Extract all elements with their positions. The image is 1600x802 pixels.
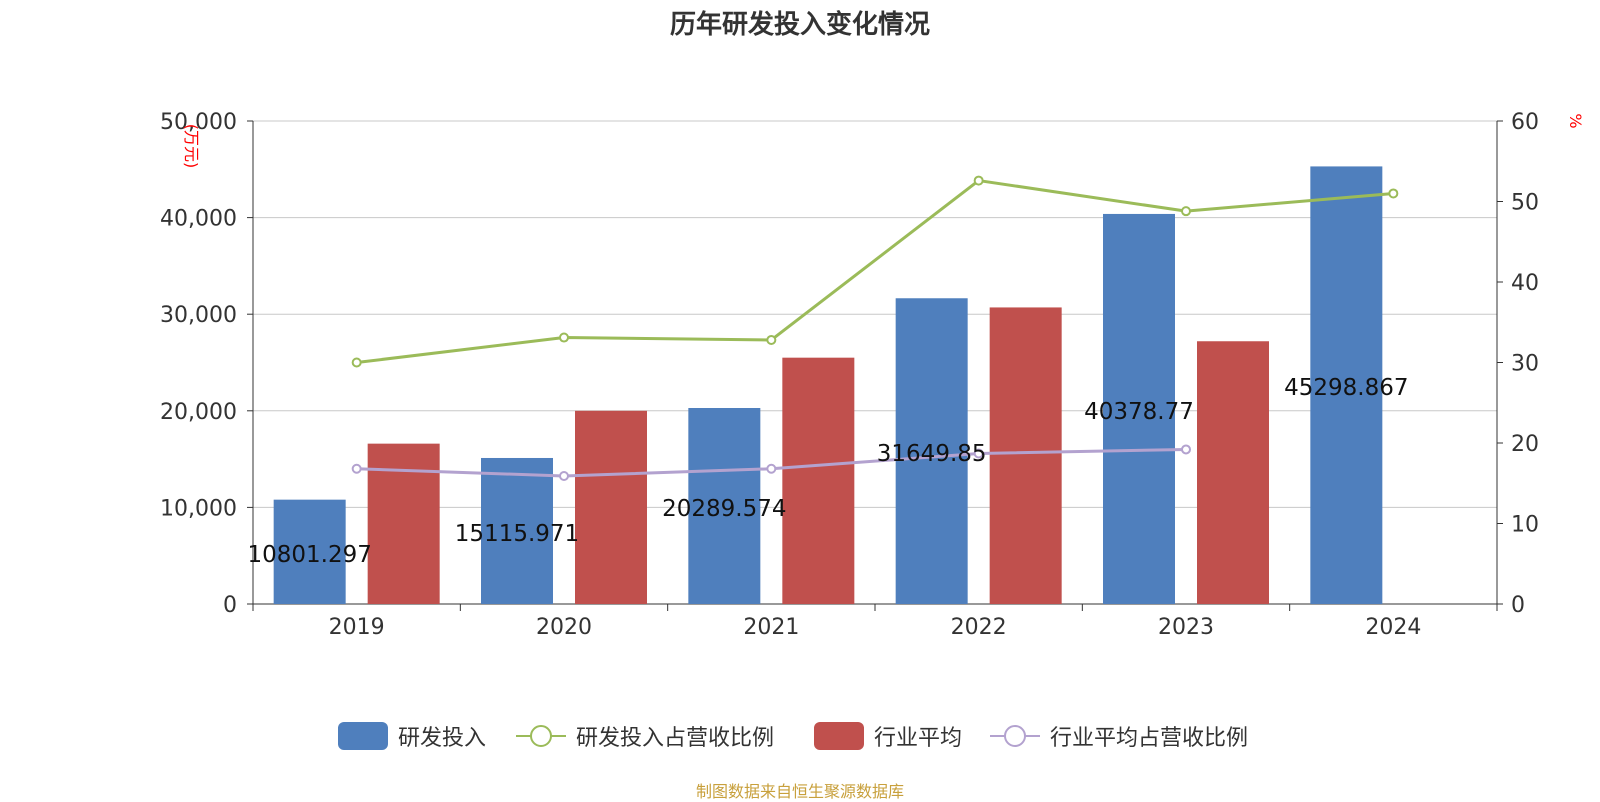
y-right-tick-label: 50	[1511, 191, 1539, 216]
rd-ratio-point	[766, 334, 777, 345]
legend-item-ind-ratio[interactable]: 行业平均占营收比例	[990, 718, 1248, 754]
legend-item-rd[interactable]: 研发投入	[338, 718, 486, 754]
industry-ratio-point	[766, 463, 777, 474]
legend-item-ind[interactable]: 行业平均	[814, 718, 962, 754]
data-label-rd: 40378.77	[1084, 399, 1194, 425]
y-right-tick-label: 60	[1511, 110, 1539, 135]
bar-industry	[575, 410, 647, 604]
y-left-tick-label: 0	[223, 593, 237, 618]
bar-rd	[895, 298, 968, 604]
industry-ratio-point	[973, 448, 984, 459]
bar-rd	[688, 408, 761, 604]
x-tick-label: 2020	[536, 615, 592, 640]
y-left-tick-label: 20,000	[160, 400, 237, 425]
bar-rd	[481, 457, 553, 604]
bar-rd	[273, 499, 346, 604]
y-left-tick-label: 50,000	[160, 110, 237, 135]
legend-label-ind: 行业平均	[874, 726, 963, 751]
chart-title: 历年研发投入变化情况	[669, 10, 930, 40]
legend-swatch-ind	[814, 722, 864, 750]
data-label-rd: 10801.297	[247, 542, 371, 568]
chart-legend: 研发投入 研发投入占营收比例 行业平均 行业平均占营收比例	[0, 718, 1600, 754]
bar-industry	[367, 443, 440, 604]
data-label-rd: 15115.971	[455, 521, 579, 547]
legend-swatch-ind-ratio	[990, 725, 1040, 747]
bar-industry	[1197, 341, 1269, 604]
rd-ratio-point	[1388, 188, 1399, 199]
y-left-unit: (万元)	[182, 124, 201, 169]
industry-ratio-point	[1181, 444, 1191, 455]
y-right-tick-label: 40	[1511, 271, 1539, 296]
legend-swatch-rd-ratio	[516, 725, 566, 747]
x-tick-label: 2022	[951, 615, 1007, 640]
industry-ratio-point	[559, 471, 569, 482]
legend-label-rd: 研发投入	[398, 726, 487, 751]
rd-ratio-point	[559, 332, 569, 343]
y-left-tick-label: 40,000	[160, 207, 237, 232]
x-tick-label: 2023	[1158, 615, 1214, 640]
y-right-tick-label: 20	[1511, 432, 1539, 457]
bar-rd	[1310, 166, 1383, 604]
data-label-rd: 20289.574	[662, 496, 786, 522]
bar-rd	[1103, 213, 1175, 604]
y-right-unit: %	[1566, 113, 1585, 128]
y-left-tick-label: 10,000	[160, 496, 237, 521]
rd-ratio-point	[1181, 206, 1191, 217]
rd-ratio-point	[351, 357, 362, 368]
y-right-tick-label: 0	[1511, 593, 1525, 618]
x-tick-label: 2024	[1365, 615, 1421, 640]
industry-ratio-point	[351, 463, 362, 474]
legend-item-rd-ratio[interactable]: 研发投入占营收比例	[516, 718, 774, 754]
rd-ratio-point	[973, 175, 984, 186]
legend-label-ind-ratio: 行业平均占营收比例	[1050, 726, 1249, 751]
legend-swatch-rd	[338, 722, 388, 750]
y-right-tick-label: 10	[1511, 513, 1539, 538]
bar-industry	[782, 357, 855, 604]
x-tick-label: 2019	[329, 615, 385, 640]
source-note: 制图数据来自恒生聚源数据库	[695, 782, 904, 801]
y-right-tick-label: 30	[1511, 352, 1539, 377]
bar-industry	[989, 307, 1062, 604]
x-tick-label: 2021	[743, 615, 799, 640]
data-label-rd: 31649.85	[877, 441, 987, 467]
rd-ratio-line	[356, 179, 1394, 364]
y-left-tick-label: 30,000	[160, 303, 237, 328]
data-label-rd: 45298.867	[1284, 375, 1408, 401]
legend-label-rd-ratio: 研发投入占营收比例	[576, 726, 775, 751]
